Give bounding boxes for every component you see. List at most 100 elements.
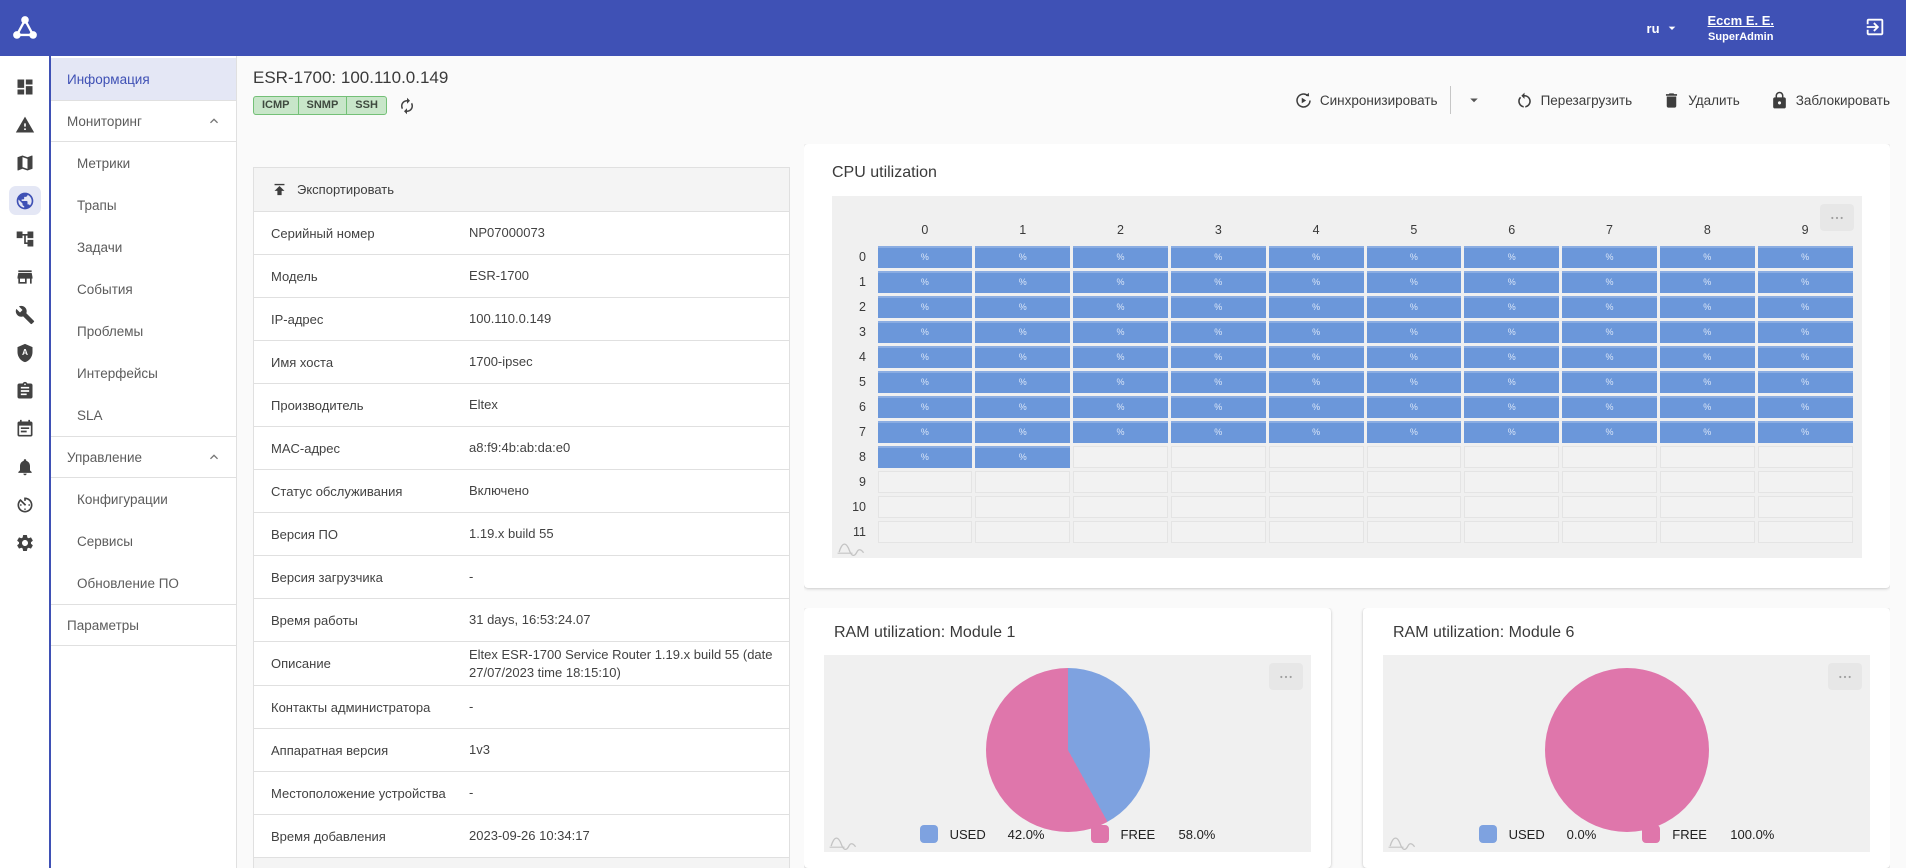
heatmap-cell[interactable]: % xyxy=(1658,419,1756,444)
rail-button-devices-globe-icon[interactable] xyxy=(8,186,41,215)
ram-chart-menu-button[interactable] xyxy=(1828,663,1862,690)
rail-button-tools-wrench-icon[interactable] xyxy=(9,300,41,329)
heatmap-cell[interactable]: % xyxy=(1561,319,1659,344)
heatmap-cell[interactable]: % xyxy=(876,369,974,394)
heatmap-cell[interactable] xyxy=(974,494,1072,519)
rail-button-security-badge-icon[interactable]: A xyxy=(9,338,41,367)
heatmap-cell[interactable] xyxy=(1658,469,1756,494)
heatmap-cell[interactable]: % xyxy=(876,444,974,469)
legend-item-free[interactable]: FREE 58.0% xyxy=(1090,825,1215,843)
heatmap-cell[interactable] xyxy=(1463,469,1561,494)
heatmap-cell[interactable] xyxy=(1072,444,1170,469)
sync-dropdown-button[interactable] xyxy=(1463,89,1485,111)
heatmap-cell[interactable]: % xyxy=(1072,294,1170,319)
export-button[interactable]: Экспортировать xyxy=(271,181,394,198)
heatmap-cell[interactable] xyxy=(974,519,1072,544)
sidebar-item-обновление-по[interactable]: Обновление ПО xyxy=(51,562,236,604)
heatmap-cell[interactable]: % xyxy=(876,244,974,269)
heatmap-cell[interactable]: % xyxy=(1365,244,1463,269)
heatmap-cell[interactable] xyxy=(974,469,1072,494)
heatmap-cell[interactable]: % xyxy=(1561,344,1659,369)
heatmap-cell[interactable]: % xyxy=(974,319,1072,344)
sidebar-item-управление[interactable]: Управление xyxy=(51,436,236,478)
ram-chart-menu-button[interactable] xyxy=(1269,663,1303,690)
rail-button-map-icon[interactable] xyxy=(9,148,41,177)
heatmap-cell[interactable]: % xyxy=(1365,319,1463,344)
heatmap-cell[interactable]: % xyxy=(1756,419,1854,444)
heatmap-cell[interactable] xyxy=(1267,444,1365,469)
heatmap-cell[interactable]: % xyxy=(876,394,974,419)
heatmap-cell[interactable]: % xyxy=(1658,394,1756,419)
heatmap-cell[interactable]: % xyxy=(1072,419,1170,444)
heatmap-cell[interactable]: % xyxy=(1561,269,1659,294)
heatmap-cell[interactable]: % xyxy=(1561,369,1659,394)
user-menu[interactable]: Eccm E. E. SuperAdmin xyxy=(1708,13,1774,43)
heatmap-cell[interactable] xyxy=(1365,444,1463,469)
heatmap-cell[interactable]: % xyxy=(876,344,974,369)
synchronize-button[interactable]: Синхронизировать xyxy=(1294,91,1438,110)
heatmap-cell[interactable]: % xyxy=(1561,394,1659,419)
heatmap-cell[interactable]: % xyxy=(1365,394,1463,419)
heatmap-cell[interactable]: % xyxy=(1463,369,1561,394)
heatmap-cell[interactable]: % xyxy=(1169,419,1267,444)
heatmap-cell[interactable]: % xyxy=(1756,369,1854,394)
heatmap-cell[interactable]: % xyxy=(1756,394,1854,419)
heatmap-cell[interactable]: % xyxy=(1756,294,1854,319)
heatmap-cell[interactable]: % xyxy=(1169,294,1267,319)
heatmap-cell[interactable]: % xyxy=(1658,244,1756,269)
heatmap-cell[interactable]: % xyxy=(1365,269,1463,294)
legend-item-used[interactable]: USED 42.0% xyxy=(919,825,1045,843)
heatmap-cell[interactable] xyxy=(1169,444,1267,469)
heatmap-cell[interactable]: % xyxy=(1463,344,1561,369)
heatmap-cell[interactable] xyxy=(1756,494,1854,519)
heatmap-cell[interactable]: % xyxy=(1463,419,1561,444)
rail-button-notifications-bell-icon[interactable] xyxy=(9,452,41,481)
heatmap-cell[interactable]: % xyxy=(1072,344,1170,369)
heatmap-cell[interactable]: % xyxy=(1267,369,1365,394)
sidebar-item-информация[interactable]: Информация xyxy=(51,58,236,100)
heatmap-cell[interactable] xyxy=(1169,519,1267,544)
heatmap-cell[interactable]: % xyxy=(1365,294,1463,319)
heatmap-cell[interactable]: % xyxy=(974,419,1072,444)
heatmap-cell[interactable]: % xyxy=(974,294,1072,319)
heatmap-cell[interactable] xyxy=(1658,494,1756,519)
heatmap-cell[interactable]: % xyxy=(1658,344,1756,369)
rail-button-alerts-warning-icon[interactable] xyxy=(9,110,41,139)
heatmap-cell[interactable]: % xyxy=(1072,394,1170,419)
heatmap-cell[interactable]: % xyxy=(876,319,974,344)
heatmap-cell[interactable] xyxy=(1267,494,1365,519)
sidebar-item-задачи[interactable]: Задачи xyxy=(51,226,236,268)
heatmap-cell[interactable]: % xyxy=(1463,294,1561,319)
heatmap-cell[interactable] xyxy=(1267,469,1365,494)
heatmap-cell[interactable]: % xyxy=(1658,369,1756,394)
heatmap-cell[interactable] xyxy=(1756,469,1854,494)
heatmap-cell[interactable]: % xyxy=(1169,394,1267,419)
heatmap-cell[interactable]: % xyxy=(1072,269,1170,294)
heatmap-cell[interactable]: % xyxy=(1072,244,1170,269)
heatmap-cell[interactable]: % xyxy=(1267,319,1365,344)
heatmap-cell[interactable]: % xyxy=(1756,344,1854,369)
heatmap-cell[interactable]: % xyxy=(1463,394,1561,419)
heatmap-cell[interactable]: % xyxy=(1463,269,1561,294)
heatmap-cell[interactable] xyxy=(1658,519,1756,544)
sidebar-item-события[interactable]: События xyxy=(51,268,236,310)
heatmap-cell[interactable] xyxy=(1169,494,1267,519)
heatmap-cell[interactable] xyxy=(1365,469,1463,494)
language-selector[interactable]: ru xyxy=(1641,19,1686,37)
heatmap-cell[interactable] xyxy=(1463,444,1561,469)
rail-button-settings-gear-icon[interactable] xyxy=(9,528,41,557)
heatmap-cell[interactable]: % xyxy=(1658,269,1756,294)
sidebar-item-проблемы[interactable]: Проблемы xyxy=(51,310,236,352)
heatmap-cell[interactable]: % xyxy=(1463,319,1561,344)
heatmap-cell[interactable] xyxy=(1365,494,1463,519)
heatmap-cell[interactable] xyxy=(1561,519,1659,544)
legend-item-used[interactable]: USED 0.0% xyxy=(1478,825,1596,843)
sidebar-item-sla[interactable]: SLA xyxy=(51,394,236,436)
heatmap-cell[interactable]: % xyxy=(1267,269,1365,294)
refresh-status-button[interactable] xyxy=(398,97,416,115)
heatmap-cell[interactable] xyxy=(1072,494,1170,519)
heatmap-cell[interactable]: % xyxy=(1463,244,1561,269)
heatmap-cell[interactable]: % xyxy=(876,269,974,294)
heatmap-cell[interactable]: % xyxy=(1169,369,1267,394)
heatmap-cell[interactable] xyxy=(876,494,974,519)
